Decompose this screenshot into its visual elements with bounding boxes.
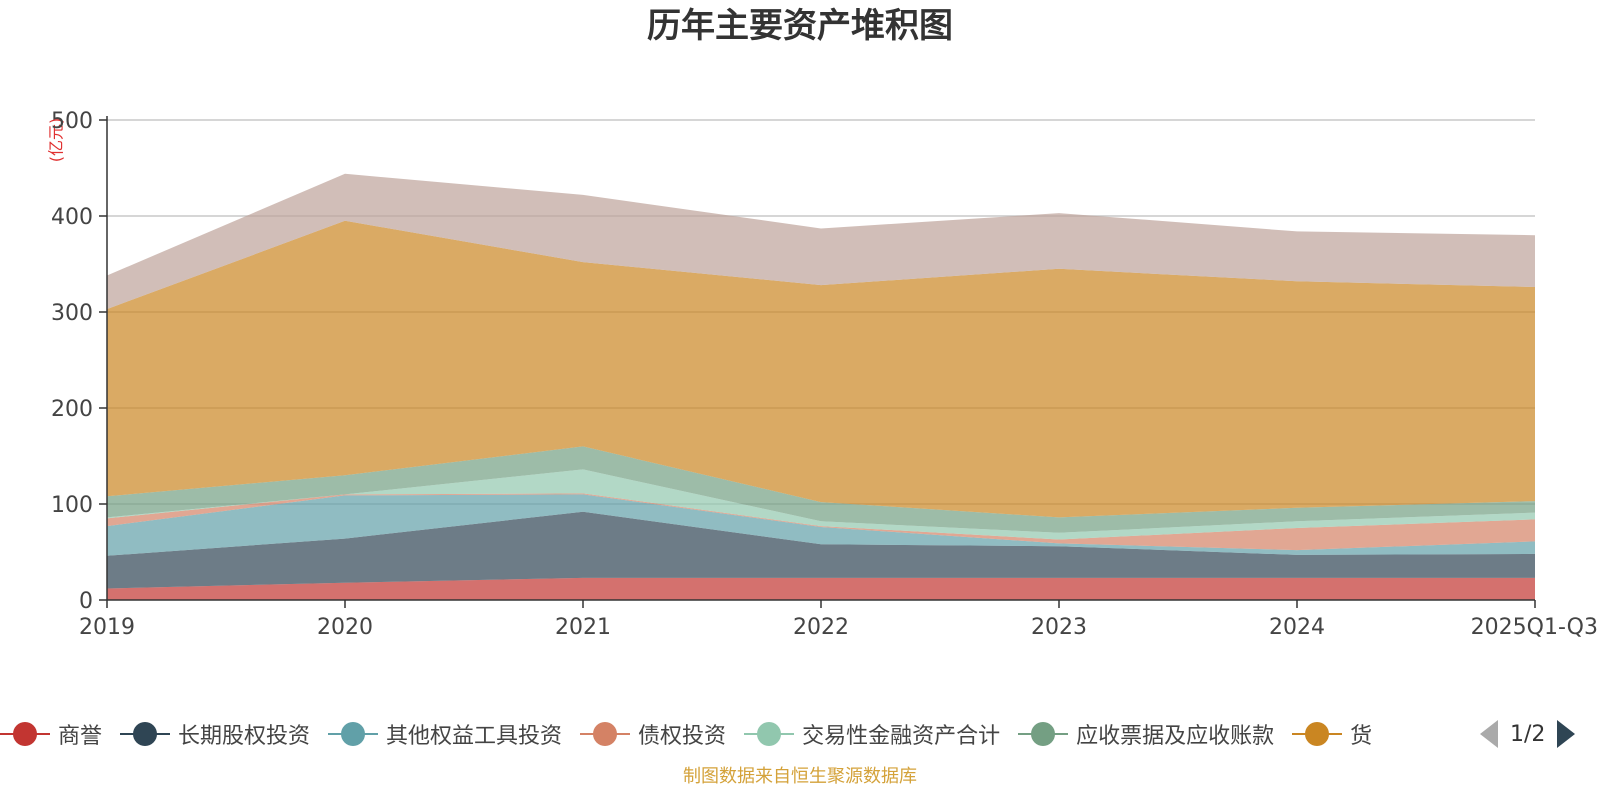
legend-label: 债权投资 <box>638 724 727 749</box>
legend-label: 长期股权投资 <box>178 724 311 749</box>
area-货币资金[interactable] <box>107 220 1535 518</box>
area-应收票据及应收账款[interactable] <box>107 446 1535 533</box>
chart-title: 历年主要资产堆积图 <box>647 6 953 46</box>
x-tick-label: 2022 <box>793 615 849 640</box>
area-其他[interactable] <box>107 173 1535 310</box>
legend-marker-icon <box>1292 722 1343 746</box>
legend-label: 交易性金融资产合计 <box>802 724 1001 749</box>
legend-page-indicator: 1/2 <box>1510 721 1546 747</box>
x-tick-label: 2020 <box>317 615 373 640</box>
x-tick-label: 2024 <box>1269 615 1325 640</box>
area-债权投资[interactable] <box>107 493 1535 551</box>
x-tick-label: 2023 <box>1031 615 1087 640</box>
y-tick-label: 400 <box>51 205 93 230</box>
x-tick-label: 2021 <box>555 615 611 640</box>
legend-prev-arrow-icon[interactable] <box>1480 720 1498 748</box>
legend-item[interactable]: 货 <box>1292 718 1372 750</box>
legend-marker-icon <box>120 722 171 746</box>
area-series <box>107 173 1535 600</box>
x-tick-label: 2025Q1-Q3 <box>1471 615 1598 640</box>
legend-item[interactable]: 应收票据及应收账款 <box>1018 718 1274 750</box>
legend-label: 应收票据及应收账款 <box>1076 724 1275 749</box>
y-tick-label: 0 <box>79 589 93 614</box>
legend-marker-icon <box>328 722 379 746</box>
stacked-area-chart: 0 100 200 300 400 500 2019 2020 2021 2022 2023 2024… <box>51 109 1598 640</box>
legend-label: 商誉 <box>58 724 103 749</box>
legend: 商誉 长期股权投资 其他权益工具投资 债权投资 交易性金融资产合计 应收票据及应收账款 货 <box>0 716 1470 752</box>
legend-item[interactable]: 商誉 <box>0 718 102 750</box>
legend-marker-icon <box>0 722 50 746</box>
legend-marker-icon <box>1018 722 1069 746</box>
area-其他权益工具投资[interactable] <box>107 494 1535 556</box>
area-商誉[interactable] <box>107 577 1535 600</box>
legend-next-arrow-icon[interactable] <box>1557 720 1576 748</box>
y-tick-label: 200 <box>51 397 93 422</box>
legend-item[interactable]: 债权投资 <box>580 718 726 750</box>
legend-pager: 1/2 <box>1480 716 1576 752</box>
area-长期股权投资[interactable] <box>107 511 1535 589</box>
area-交易性金融资产合计[interactable] <box>107 469 1535 540</box>
legend-marker-icon <box>744 722 795 746</box>
tick-labels: 0 100 200 300 400 500 2019 2020 2021 2022 2023 2024… <box>51 109 1598 640</box>
source-note: 制图数据来自恒生聚源数据库 <box>683 766 917 787</box>
legend-label: 货 <box>1350 724 1373 749</box>
y-tick-label: 500 <box>51 109 93 134</box>
x-tick-label: 2019 <box>79 615 135 640</box>
legend-item[interactable]: 交易性金融资产合计 <box>744 718 1000 750</box>
legend-label: 其他权益工具投资 <box>386 724 563 749</box>
legend-marker-icon <box>580 722 631 746</box>
legend-item[interactable]: 其他权益工具投资 <box>328 718 562 750</box>
y-tick-label: 100 <box>51 493 93 518</box>
legend-item[interactable]: 长期股权投资 <box>120 718 310 750</box>
y-tick-label: 300 <box>51 301 93 326</box>
axes <box>99 116 1536 608</box>
